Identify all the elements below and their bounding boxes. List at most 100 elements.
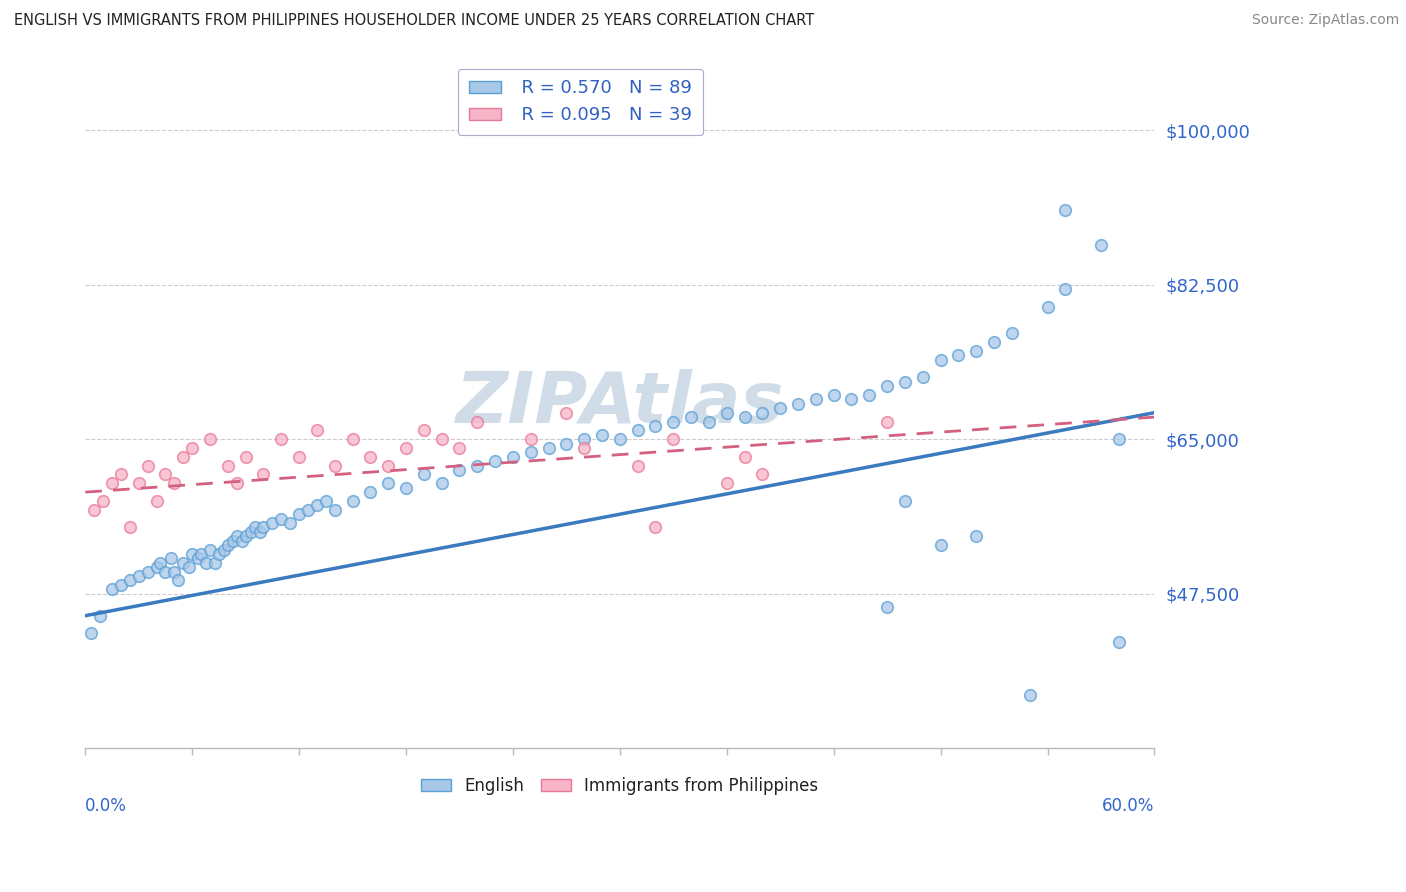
Point (662, 432, 685, 446)
Point (1054, 282, 1077, 296)
Point (222, 533, 245, 548)
Text: 0.0%: 0.0% (86, 797, 127, 814)
Point (136, 458, 159, 473)
Point (965, 529, 987, 543)
Point (1108, 432, 1130, 446)
Point (841, 392, 863, 407)
Point (297, 503, 319, 517)
Point (876, 415, 898, 429)
Point (465, 415, 488, 429)
Point (217, 458, 239, 473)
Point (198, 432, 221, 446)
Point (181, 547, 204, 561)
Point (359, 485, 381, 500)
Point (574, 441, 596, 455)
Point (91, 494, 114, 508)
Point (465, 458, 488, 473)
Point (377, 458, 399, 473)
Point (804, 392, 827, 407)
Text: Source: ZipAtlas.com: Source: ZipAtlas.com (1251, 13, 1399, 28)
Point (627, 458, 650, 473)
Point (430, 476, 453, 491)
Point (163, 476, 186, 491)
Point (983, 334, 1005, 349)
Point (217, 538, 239, 552)
Point (270, 432, 292, 446)
Point (948, 348, 970, 362)
Point (160, 551, 183, 566)
Point (262, 516, 284, 530)
Text: 60.0%: 60.0% (1102, 797, 1154, 814)
Point (118, 520, 141, 534)
Point (231, 533, 253, 548)
Point (323, 458, 346, 473)
Point (449, 463, 471, 477)
Point (644, 419, 666, 434)
Point (101, 476, 124, 491)
Point (149, 556, 172, 570)
Point (359, 450, 381, 464)
Point (163, 565, 186, 579)
Point (195, 556, 218, 570)
Point (181, 441, 204, 455)
Point (235, 529, 257, 543)
Text: ENGLISH VS IMMIGRANTS FROM PHILIPPINES HOUSEHOLDER INCOME UNDER 25 YEARS CORRELA: ENGLISH VS IMMIGRANTS FROM PHILIPPINES H… (14, 13, 814, 29)
Point (187, 551, 209, 566)
Point (172, 450, 194, 464)
Point (697, 415, 720, 429)
Point (214, 542, 236, 557)
Point (502, 450, 524, 464)
Point (235, 450, 257, 464)
Point (876, 599, 898, 614)
Point (225, 476, 247, 491)
Point (965, 343, 987, 358)
Point (929, 352, 952, 367)
Point (208, 547, 231, 561)
Point (225, 529, 247, 543)
Legend: English, Immigrants from Philippines: English, Immigrants from Philippines (415, 771, 825, 802)
Point (110, 578, 132, 592)
Point (305, 499, 328, 513)
Point (537, 441, 560, 455)
Point (1090, 238, 1112, 252)
Point (412, 423, 434, 437)
Point (172, 556, 194, 570)
Point (734, 410, 756, 425)
Point (249, 524, 271, 539)
Point (858, 388, 880, 402)
Point (305, 423, 328, 437)
Point (574, 432, 596, 446)
Point (734, 450, 756, 464)
Point (644, 520, 666, 534)
Point (1018, 688, 1040, 702)
Point (751, 467, 773, 482)
Point (449, 441, 471, 455)
Point (911, 370, 934, 384)
Point (342, 432, 364, 446)
Point (342, 494, 364, 508)
Point (145, 494, 167, 508)
Point (1054, 202, 1077, 217)
Point (395, 441, 418, 455)
Point (769, 401, 792, 416)
Point (662, 415, 685, 429)
Point (876, 379, 898, 393)
Point (929, 538, 952, 552)
Point (894, 494, 917, 508)
Point (519, 432, 541, 446)
Point (716, 476, 738, 491)
Point (823, 388, 845, 402)
Point (484, 454, 506, 468)
Point (519, 445, 541, 459)
Point (167, 574, 190, 588)
Point (252, 467, 274, 482)
Point (288, 450, 311, 464)
Text: ZIPAtlas: ZIPAtlas (456, 369, 785, 438)
Point (204, 556, 226, 570)
Point (787, 397, 810, 411)
Point (1036, 300, 1059, 314)
Point (110, 467, 132, 482)
Point (89, 608, 111, 623)
Point (128, 569, 150, 583)
Point (627, 423, 650, 437)
